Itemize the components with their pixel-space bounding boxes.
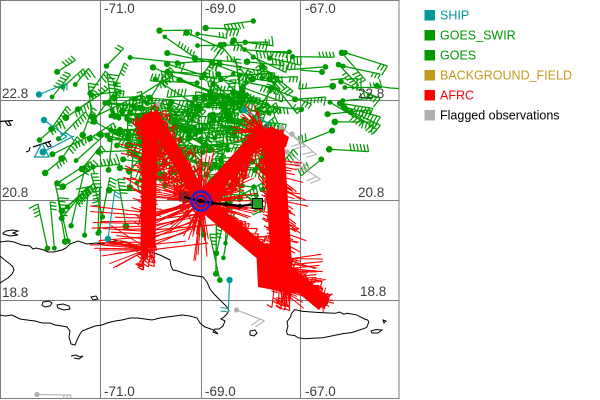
svg-text:18.8: 18.8 — [360, 284, 386, 299]
svg-text:SHIP: SHIP — [440, 9, 469, 23]
svg-text:-67.0: -67.0 — [305, 1, 336, 16]
svg-text:20.8: 20.8 — [358, 185, 384, 200]
svg-text:GOES_SWIR: GOES_SWIR — [440, 29, 516, 43]
svg-text:22.8: 22.8 — [358, 86, 384, 101]
svg-text:Flagged observations: Flagged observations — [440, 109, 560, 123]
svg-text:-69.0: -69.0 — [205, 384, 236, 399]
svg-text:BACKGROUND_FIELD: BACKGROUND_FIELD — [440, 69, 572, 83]
svg-text:-71.0: -71.0 — [104, 1, 135, 16]
svg-text:-69.0: -69.0 — [205, 1, 236, 16]
svg-text:18.8: 18.8 — [2, 285, 28, 300]
svg-text:-71.0: -71.0 — [104, 384, 135, 399]
svg-text:AFRC: AFRC — [440, 89, 474, 103]
svg-text:GOES: GOES — [440, 49, 476, 63]
svg-text:-67.0: -67.0 — [305, 384, 336, 399]
svg-text:20.8: 20.8 — [2, 185, 28, 200]
svg-text:22.8: 22.8 — [2, 86, 28, 101]
